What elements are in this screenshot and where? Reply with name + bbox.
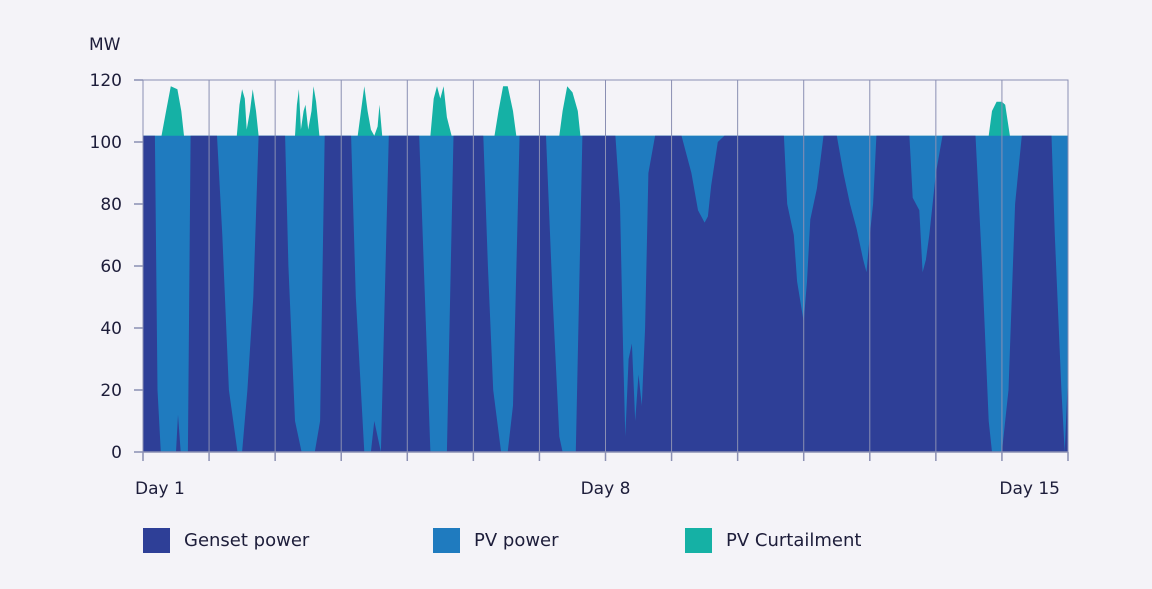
x-tick-label: Day 15 [999,479,1060,499]
y-tick-label: 100 [90,133,122,153]
legend-item-pv-power: PV power [433,528,685,553]
y-tick-label: 60 [100,257,122,277]
y-tick-label: 120 [90,71,122,91]
y-tick-label: 20 [100,381,122,401]
legend-label-pv-power: PV power [474,530,559,551]
y-tick-label: 0 [111,443,122,463]
y-tick-label: 40 [100,319,122,339]
legend-label-pv-curtailment: PV Curtailment [726,530,862,551]
legend: Genset power PV power PV Curtailment [143,528,861,553]
legend-swatch-pv-power [433,528,460,553]
legend-label-genset-power: Genset power [184,530,310,551]
y-axis-unit-label: MW [89,35,121,55]
x-tick-label: Day 8 [581,479,631,499]
x-tick-label: Day 1 [135,479,185,499]
legend-swatch-pv-curtailment [685,528,712,553]
legend-item-pv-curtailment: PV Curtailment [685,528,861,553]
legend-swatch-genset-power [143,528,170,553]
y-tick-label: 80 [100,195,122,215]
legend-item-genset-power: Genset power [143,528,433,553]
